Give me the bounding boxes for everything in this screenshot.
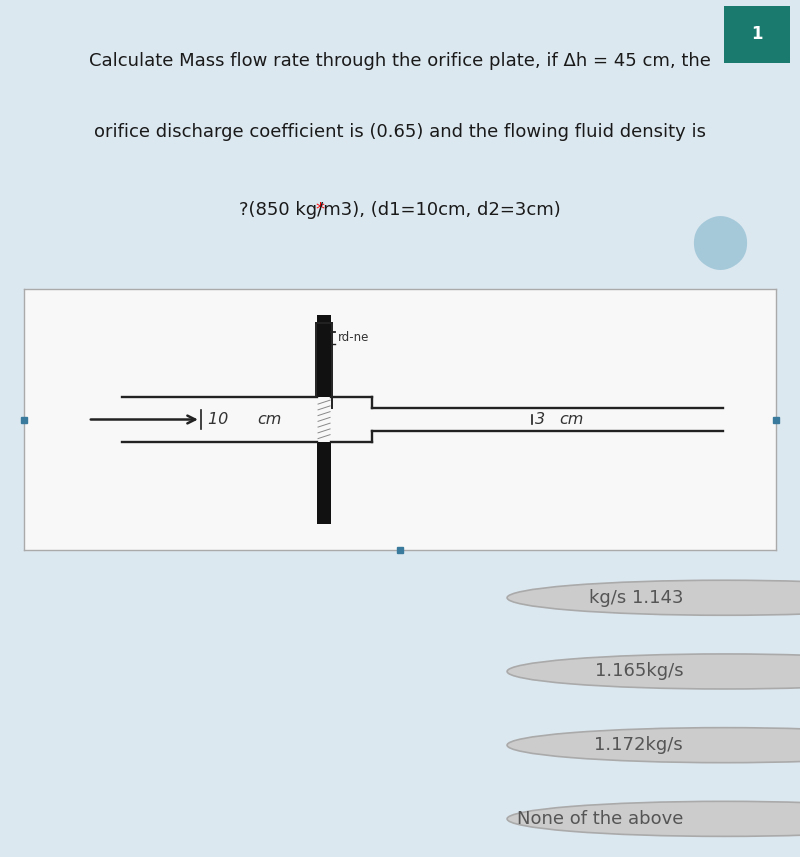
Bar	[318, 315, 331, 398]
Bar	[318, 441, 331, 524]
Text: orifice discharge coefficient is (0.65) and the flowing fluid density is: orifice discharge coefficient is (0.65) …	[94, 123, 706, 141]
Text: ?(850 kg/m3), (d1=10cm, d2=3cm): ?(850 kg/m3), (d1=10cm, d2=3cm)	[239, 201, 561, 219]
Text: cm: cm	[257, 412, 282, 427]
Circle shape	[507, 654, 800, 689]
Bar	[724, 6, 790, 63]
Circle shape	[507, 801, 800, 836]
Text: rd-ne: rd-ne	[338, 331, 370, 344]
Text: 10: 10	[208, 412, 234, 427]
Text: *: *	[316, 201, 330, 219]
Text: None of the above: None of the above	[517, 810, 683, 828]
Text: 1.172kg/s: 1.172kg/s	[594, 736, 683, 754]
Circle shape	[507, 728, 800, 763]
Text: cm: cm	[559, 412, 584, 427]
Text: ⬤: ⬤	[690, 216, 750, 270]
Text: Calculate Mass flow rate through the orifice plate, if Δh = 45 cm, the: Calculate Mass flow rate through the ori…	[89, 51, 711, 69]
Text: 1.165kg/s: 1.165kg/s	[594, 662, 683, 680]
Text: 3: 3	[535, 412, 550, 427]
Text: 1: 1	[751, 26, 762, 44]
Circle shape	[507, 580, 800, 615]
Text: kg/s 1.143: kg/s 1.143	[589, 589, 683, 607]
